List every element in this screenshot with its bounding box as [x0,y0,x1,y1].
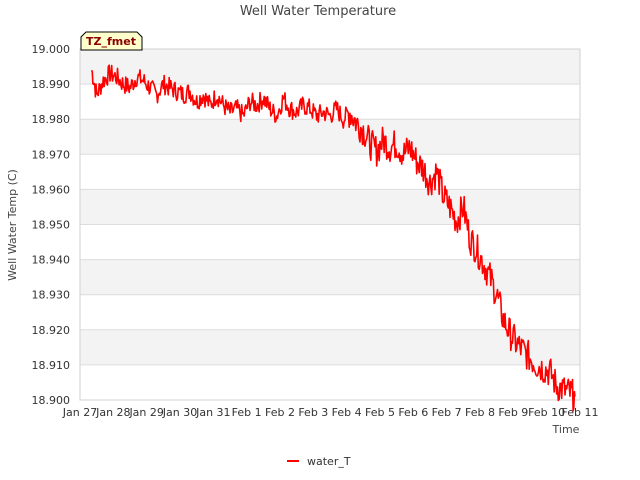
x-tick-label: Feb 1 [232,406,262,419]
plot-band [80,259,580,295]
x-axis-label: Time [552,423,580,436]
x-tick-label: Feb 4 [332,406,362,419]
x-tick-label: Jan 29 [128,406,163,419]
y-tick-label: 18.950 [32,219,71,232]
y-tick-label: 18.980 [32,113,71,126]
plot-area [79,48,581,401]
plot-band [80,119,580,155]
x-tick-label: Feb 3 [298,406,328,419]
x-tick-label: Jan 31 [195,406,230,419]
x-tick-label: Feb 6 [398,406,428,419]
y-tick-label: 18.900 [32,394,71,407]
x-tick-label: Feb 11 [562,406,599,419]
x-tick-label: Feb 9 [498,406,528,419]
series-line-water-T [90,64,576,412]
y-tick-label: 18.970 [32,148,71,161]
x-tick-label: Feb 10 [528,406,565,419]
y-tick-label: 18.920 [32,324,71,337]
tz-badge: TZ_fmet [80,31,143,51]
plot-band [80,189,580,225]
y-tick-label: 19.000 [32,43,71,56]
tz-badge-shape [80,31,143,51]
gridlines [80,48,580,401]
plot-band [80,329,580,365]
chart-title: Well Water Temperature [240,4,396,19]
y-tick-label: 18.990 [32,78,71,91]
x-tick-label: Feb 5 [365,406,395,419]
x-tick-label: Feb 2 [265,406,295,419]
tz-badge-label: TZ_fmet [86,35,136,48]
y-tick-label: 18.930 [32,289,71,302]
y-tick-label: 18.960 [32,183,71,196]
y-axis-label: Well Water Temp (C) [6,169,19,281]
x-tick-label: Jan 27 [62,406,97,419]
legend-label: water_T [307,455,351,468]
y-tick-label: 18.910 [32,359,71,372]
x-tick-label: Feb 7 [432,406,462,419]
y-tick-label: 18.940 [32,254,71,267]
x-tick-label: Jan 28 [95,406,130,419]
x-tick-label: Feb 8 [465,406,495,419]
plot-band [80,49,580,85]
y-tick-labels: 18.900 18.910 18.920 18.930 18.940 18.950 18.9… [32,43,71,407]
x-tick-label: Jan 30 [162,406,197,419]
legend: water_T [287,455,351,468]
